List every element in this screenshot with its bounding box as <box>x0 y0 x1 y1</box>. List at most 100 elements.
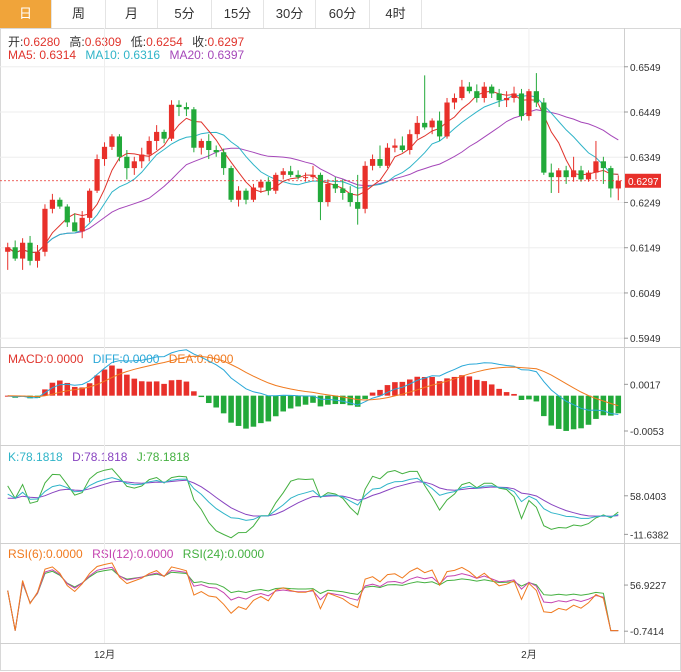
candle-body <box>310 174 316 178</box>
tab-15分[interactable]: 15分 <box>212 0 264 28</box>
tab-30分[interactable]: 30分 <box>264 0 316 28</box>
macd-bar <box>272 395 279 417</box>
d-line <box>7 479 619 517</box>
tab-4时[interactable]: 4时 <box>370 0 422 28</box>
main-ytick-label-1: 0.6449 <box>630 108 661 119</box>
candle-body <box>235 190 242 200</box>
macd-ytick-label-1: -0.0053 <box>630 427 664 438</box>
main-ytick-label-2: 0.6349 <box>630 153 661 164</box>
candle-body <box>459 86 465 98</box>
macd-bar <box>146 381 152 396</box>
candle-body <box>295 174 301 178</box>
main-ytick-label-3: 0.6249 <box>630 198 661 209</box>
j-legend: J:78.1818 <box>136 450 190 464</box>
candle-body <box>533 91 539 103</box>
candle-body <box>511 93 517 98</box>
candle-body <box>593 161 599 173</box>
macd-bar <box>354 395 361 407</box>
macd-bar <box>79 387 85 396</box>
candle-body <box>355 202 361 209</box>
candle-body <box>369 159 376 166</box>
macd-bar <box>153 381 160 396</box>
candle-body <box>518 93 525 117</box>
macd-bar <box>608 395 614 416</box>
k-legend: K:78.1818 <box>8 450 63 464</box>
candle-body <box>280 171 286 175</box>
candle-body <box>414 122 420 135</box>
macd-bar <box>496 388 502 396</box>
macd-bar <box>563 395 569 431</box>
macd-bar <box>451 376 458 396</box>
candle-body <box>503 97 510 101</box>
candle-body <box>221 152 227 169</box>
candle-body <box>146 140 152 155</box>
candle-body <box>5 247 11 252</box>
tab-周[interactable]: 周 <box>52 0 106 28</box>
candle-body <box>116 136 123 157</box>
candle-body <box>325 183 331 203</box>
candle-body <box>481 86 487 98</box>
macd-ytick-label-0: 0.0017 <box>630 380 661 391</box>
period-tabs: 日周月 5分 15分 30分 60分 4时 <box>0 0 681 29</box>
macd-bar <box>138 381 145 396</box>
tab-月[interactable]: 月 <box>106 0 158 28</box>
j-line <box>7 468 619 539</box>
macd-bar <box>205 395 212 404</box>
candle-body <box>168 104 175 139</box>
macd-bar <box>183 381 190 396</box>
macd-bar <box>191 391 197 396</box>
rsi-ytick-label-0: 56.9227 <box>630 581 667 592</box>
macd-bar <box>310 395 316 403</box>
macd-bar <box>377 389 383 396</box>
candle-body <box>206 140 212 150</box>
macd-bar <box>220 395 227 414</box>
diff-legend: DIFF:0.0000 <box>92 352 160 366</box>
macd-bar <box>436 381 443 396</box>
candle-body <box>250 187 257 200</box>
candle-body <box>526 91 532 117</box>
macd-bar <box>27 395 33 399</box>
macd-bar <box>339 395 346 405</box>
candle-body <box>72 222 78 232</box>
rsi12-legend: RSI(12):0.0000 <box>92 547 174 561</box>
x-tick-label-1: 2月 <box>521 649 537 661</box>
candle-body <box>131 161 137 169</box>
candle-body <box>265 181 271 191</box>
candle-body <box>273 174 279 191</box>
tab-5分[interactable]: 5分 <box>158 0 212 28</box>
tab-日[interactable]: 日 <box>0 0 52 28</box>
candle-body <box>340 188 346 193</box>
candle-body <box>34 251 41 261</box>
candle-body <box>570 170 577 178</box>
macd-bar <box>302 395 309 405</box>
macd-bar <box>593 395 599 419</box>
macd-bar <box>503 392 510 396</box>
candle-body <box>548 172 554 178</box>
last-price-badge <box>625 173 661 188</box>
macd-bar <box>474 379 480 396</box>
macd-bar <box>399 381 406 396</box>
high-legend: 高:0.6309 <box>69 35 122 49</box>
rsi6-legend: RSI(6):0.0000 <box>8 547 83 561</box>
macd-bar <box>369 392 376 396</box>
macd-bar <box>555 395 562 429</box>
macd-bar <box>258 395 264 424</box>
macd-bar <box>541 395 547 417</box>
candle-body <box>399 145 405 150</box>
candle-body <box>563 170 569 178</box>
rsi-legend: RSI(6):0.0000 RSI(12):0.0000 RSI(24):0.0… <box>8 547 270 561</box>
candle-body <box>392 145 398 148</box>
macd-bar <box>407 379 413 396</box>
macd-legend: MACD:0.0000 DIFF:0.0000 DEA:0.0000 <box>8 352 239 366</box>
dea-line <box>7 355 619 407</box>
macd-bar <box>347 395 354 406</box>
tab-60分[interactable]: 60分 <box>316 0 370 28</box>
macd-bar <box>570 395 577 430</box>
chart-frame <box>0 28 681 671</box>
ma20-line <box>7 109 619 254</box>
k-line <box>7 477 619 521</box>
candle-body <box>109 136 115 147</box>
macd-bar <box>466 376 473 396</box>
macd-bar <box>131 378 138 396</box>
candle-body <box>101 146 108 160</box>
